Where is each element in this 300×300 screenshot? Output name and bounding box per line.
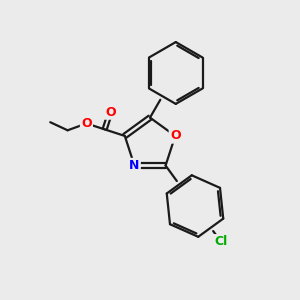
Text: O: O	[105, 106, 116, 118]
Text: O: O	[81, 117, 92, 130]
Text: Cl: Cl	[214, 235, 228, 248]
Text: N: N	[129, 159, 140, 172]
Text: O: O	[170, 129, 181, 142]
